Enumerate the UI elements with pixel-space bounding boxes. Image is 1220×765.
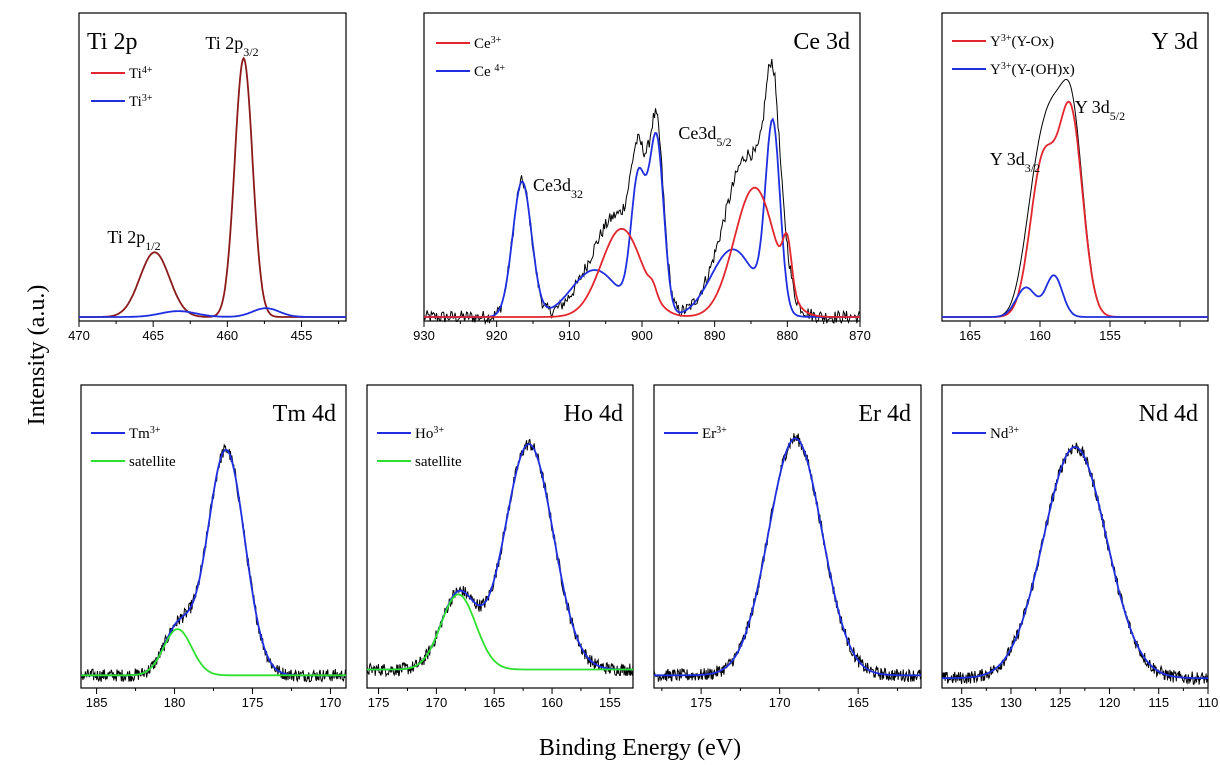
x-tick-label: 155 bbox=[599, 695, 621, 710]
peak-annotation: Y 3d3/2 bbox=[990, 149, 1040, 175]
legend-label: Nd3+ bbox=[990, 425, 1019, 443]
plot-frame bbox=[423, 12, 861, 322]
x-tick-label: 160 bbox=[541, 695, 563, 710]
x-tick-label: 455 bbox=[291, 328, 313, 343]
series-blue-line bbox=[942, 446, 1208, 680]
x-tick-label: 170 bbox=[320, 695, 342, 710]
x-tick-label: 880 bbox=[776, 328, 798, 343]
plot-frame bbox=[78, 12, 347, 322]
series-blue-line bbox=[942, 274, 1208, 318]
panel-title: Tm 4d bbox=[273, 401, 336, 427]
x-tick-label: 900 bbox=[631, 328, 653, 343]
x-tick-label: 470 bbox=[68, 328, 90, 343]
series-blue-line bbox=[79, 307, 346, 318]
series-black-line bbox=[941, 442, 1209, 686]
x-tick-label: 185 bbox=[86, 695, 108, 710]
plot-frame bbox=[653, 384, 922, 689]
panel-title: Ce 3d bbox=[793, 29, 850, 55]
series-blue-line bbox=[654, 437, 921, 677]
legend-label: Y3+(Y-(OH)x) bbox=[990, 61, 1075, 79]
series-red-line bbox=[424, 186, 860, 318]
legend-label: Ti3+ bbox=[129, 93, 153, 111]
x-tick-label: 155 bbox=[1099, 328, 1121, 343]
series-blue-line bbox=[424, 117, 860, 318]
peak-annotation: Ti 2p3/2 bbox=[205, 33, 258, 59]
x-tick-label: 115 bbox=[1148, 695, 1169, 710]
panel-title: Er 4d bbox=[858, 401, 911, 427]
x-tick-label: 910 bbox=[558, 328, 580, 343]
x-tick-label: 165 bbox=[959, 328, 981, 343]
plot-frame bbox=[80, 384, 347, 689]
panel-tm-4d: 185 180 175 170 Tm 4d Tm3+ satellite bbox=[80, 384, 347, 710]
x-tick-label: 165 bbox=[847, 695, 869, 710]
x-tick-label: 460 bbox=[216, 328, 238, 343]
legend-label: Ce 4+ bbox=[474, 63, 505, 81]
x-tick-label: 930 bbox=[413, 328, 435, 343]
panel-title: Nd 4d bbox=[1139, 401, 1198, 427]
series-blue-line bbox=[367, 443, 633, 671]
plot-frame bbox=[366, 384, 634, 689]
x-tick-label: 890 bbox=[704, 328, 726, 343]
plot-frame bbox=[941, 384, 1209, 689]
panel-title: Ti 2p bbox=[87, 29, 137, 55]
panel-title: Ho 4d bbox=[564, 401, 623, 427]
plot-frame bbox=[941, 12, 1209, 322]
peak-annotation: Ti 2p1/2 bbox=[107, 227, 160, 253]
x-tick-label: 125 bbox=[1049, 695, 1071, 710]
x-tick-label: 920 bbox=[486, 328, 508, 343]
panel-nd-4d: 135 130 125 120 115 110 Nd 4d Nd3+ bbox=[941, 384, 1219, 710]
legend-label: satellite bbox=[415, 454, 462, 470]
x-tick-label: 465 bbox=[142, 328, 164, 343]
x-tick-label: 175 bbox=[242, 695, 264, 710]
series-darkred-line bbox=[79, 56, 346, 318]
peak-annotation: Y 3d5/2 bbox=[1075, 97, 1125, 123]
legend-label: Y3+(Y-Ox) bbox=[990, 33, 1054, 51]
x-tick-label: 175 bbox=[690, 695, 712, 710]
legend-label: Ce3+ bbox=[474, 35, 502, 53]
x-tick-label: 110 bbox=[1198, 695, 1219, 710]
panel-title: Y 3d bbox=[1152, 29, 1198, 55]
x-tick-label: 135 bbox=[951, 695, 973, 710]
x-tick-label: 170 bbox=[426, 695, 448, 710]
peak-annotation: Ce3d5/2 bbox=[678, 123, 731, 149]
series-red-line bbox=[942, 100, 1208, 318]
x-tick-label: 870 bbox=[849, 328, 871, 343]
series-black-line bbox=[653, 433, 922, 682]
legend-label: Er3+ bbox=[702, 425, 727, 443]
x-tick-label: 180 bbox=[164, 695, 186, 710]
x-tick-label: 165 bbox=[483, 695, 505, 710]
series-black-line bbox=[80, 443, 347, 683]
legend-label: Ti4+ bbox=[129, 65, 153, 83]
panel-ho-4d: 175 170 165 160 155 Ho 4d Ho3+ satellite bbox=[366, 384, 634, 710]
x-tick-label: 120 bbox=[1099, 695, 1121, 710]
legend-label: satellite bbox=[129, 454, 176, 470]
legend-label: Tm3+ bbox=[129, 425, 161, 443]
series-green-line bbox=[367, 593, 633, 671]
series-green-line bbox=[81, 628, 346, 677]
series-blue-line bbox=[81, 448, 346, 677]
legend-label: Ho3+ bbox=[415, 425, 444, 443]
panel-ce-3d: 930 920 910 900 890 880 870 Ce 3d Ce3+ Ce 4+ Ce3d3… bbox=[413, 12, 871, 343]
panel-y-3d: 165 160 155 Y 3d Y3+(Y-Ox) Y3+(Y-(OH)x) Y 3d3/… bbox=[941, 12, 1209, 343]
peak-annotation: Ce3d32 bbox=[533, 175, 583, 201]
x-tick-label: 175 bbox=[368, 695, 390, 710]
panel-ti-2p: 470 465 460 455 Ti 2p Ti4+ Ti3+ Ti 2p3/2 Ti 2p1/… bbox=[68, 12, 347, 343]
panel-er-4d: 175 170 165 Er 4d Er3+ bbox=[653, 384, 922, 710]
x-axis-label: Binding Energy (eV) bbox=[539, 735, 741, 761]
x-tick-label: 170 bbox=[769, 695, 791, 710]
y-axis-label: Intensity (a.u.) bbox=[24, 285, 50, 426]
x-tick-label: 160 bbox=[1029, 328, 1051, 343]
x-tick-label: 130 bbox=[1000, 695, 1022, 710]
